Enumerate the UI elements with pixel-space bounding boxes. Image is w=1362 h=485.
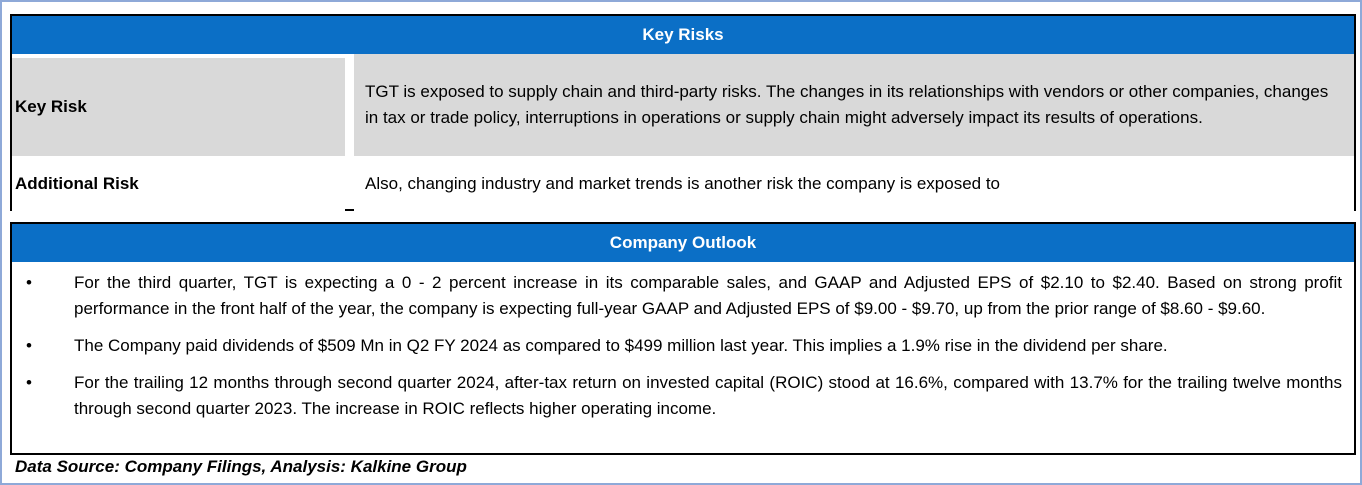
key-risks-table: Key Risks Key Risk TGT is exposed to sup… xyxy=(10,14,1356,211)
key-risks-header: Key Risks xyxy=(12,16,1354,54)
list-item: • For the trailing 12 months through sec… xyxy=(12,370,1354,422)
additional-risk-row: Additional Risk Also, changing industry … xyxy=(12,156,1354,211)
list-item: • For the third quarter, TGT is expectin… xyxy=(12,270,1354,322)
company-outlook-table: Company Outlook • For the third quarter,… xyxy=(10,222,1356,455)
additional-risk-label: Additional Risk xyxy=(12,156,345,211)
outlook-item-text: The Company paid dividends of $509 Mn in… xyxy=(74,336,1168,355)
bullet-icon: • xyxy=(26,336,32,355)
key-risk-row: Key Risk TGT is exposed to supply chain … xyxy=(12,54,1354,156)
outlook-bullet-list: • For the third quarter, TGT is expectin… xyxy=(12,262,1354,422)
outlook-item-text: For the third quarter, TGT is expecting … xyxy=(74,273,1342,318)
key-risk-text: TGT is exposed to supply chain and third… xyxy=(354,54,1354,156)
company-outlook-header: Company Outlook xyxy=(12,224,1354,262)
data-source-note: Data Source: Company Filings, Analysis: … xyxy=(15,457,467,476)
additional-risk-text: Also, changing industry and market trend… xyxy=(354,156,1354,211)
bullet-icon: • xyxy=(26,373,32,392)
bullet-icon: • xyxy=(26,273,32,292)
outlook-item-text: For the trailing 12 months through secon… xyxy=(74,373,1342,418)
list-item: • The Company paid dividends of $509 Mn … xyxy=(12,333,1354,359)
key-risk-label: Key Risk xyxy=(12,58,345,156)
